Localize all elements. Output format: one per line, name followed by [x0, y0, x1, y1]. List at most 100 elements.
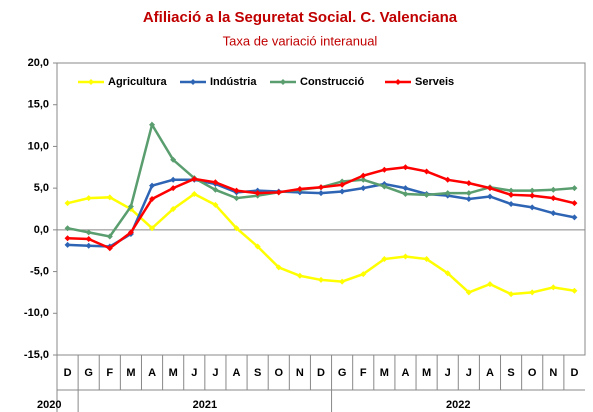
series-marker — [571, 200, 578, 207]
series-marker — [233, 195, 240, 202]
x-tick-label: O — [274, 367, 283, 379]
series-marker — [360, 172, 367, 179]
series-marker — [465, 195, 472, 202]
series-marker — [64, 225, 71, 232]
x-tick-label: O — [528, 367, 537, 379]
series-marker — [339, 278, 346, 285]
series-marker — [233, 187, 240, 194]
series-marker — [191, 175, 198, 182]
series-marker — [381, 183, 388, 190]
x-group-label: 2020 — [37, 399, 61, 411]
x-group-label: 2022 — [446, 399, 470, 411]
series-marker — [571, 214, 578, 221]
x-tick-label: J — [445, 367, 451, 379]
series-marker — [402, 190, 409, 197]
series-marker — [106, 245, 113, 252]
series-marker — [444, 176, 451, 183]
series-marker — [508, 191, 515, 198]
series-marker — [486, 193, 493, 200]
y-tick-label: 0,0 — [34, 224, 49, 236]
x-tick-label: M — [169, 367, 178, 379]
series-marker — [465, 180, 472, 187]
x-tick-label: A — [486, 367, 494, 379]
series-marker — [318, 190, 324, 197]
series-marker — [550, 186, 557, 193]
series-marker — [550, 284, 557, 291]
x-tick-label: N — [549, 367, 557, 379]
series-marker — [85, 229, 92, 236]
x-tick-label: J — [191, 367, 197, 379]
series-marker — [571, 287, 578, 294]
series-marker — [508, 187, 515, 194]
series-marker — [275, 264, 282, 271]
series-marker — [318, 184, 324, 191]
series-marker — [508, 291, 515, 298]
series-marker — [127, 203, 134, 210]
series-marker — [191, 190, 198, 197]
series-marker — [360, 185, 367, 192]
x-tick-label: F — [360, 367, 367, 379]
series-marker — [402, 185, 409, 192]
y-tick-label: -5,0 — [30, 265, 49, 277]
series-marker — [106, 233, 113, 240]
legend-label: Agricultura — [108, 76, 168, 88]
series-marker — [529, 289, 536, 296]
x-tick-label: A — [148, 367, 156, 379]
series-marker — [127, 229, 134, 236]
legend-label: Indústria — [210, 76, 257, 88]
series-marker — [275, 189, 282, 196]
x-tick-label: D — [64, 367, 72, 379]
x-tick-label: G — [338, 367, 347, 379]
x-group-label: 2021 — [193, 399, 217, 411]
series-marker — [571, 185, 578, 192]
series-marker — [423, 168, 430, 175]
series-marker — [529, 187, 536, 194]
series-marker — [402, 253, 409, 260]
x-tick-label: N — [296, 367, 304, 379]
series-marker — [254, 190, 261, 197]
series-marker — [508, 200, 515, 207]
series-marker — [465, 190, 472, 197]
x-tick-label: G — [84, 367, 93, 379]
series-marker — [444, 270, 451, 277]
series-marker — [296, 185, 303, 192]
series-marker — [381, 166, 388, 173]
series-marker — [149, 195, 156, 202]
x-tick-label: M — [422, 367, 431, 379]
series-marker — [465, 289, 472, 296]
series-marker — [318, 276, 324, 283]
series-marker — [529, 192, 536, 199]
series-marker — [444, 190, 451, 197]
series-marker — [486, 185, 493, 192]
series-marker — [254, 243, 261, 250]
series-marker — [550, 195, 557, 202]
series-marker — [212, 179, 219, 186]
series-marker — [149, 225, 156, 232]
x-tick-label: M — [126, 367, 135, 379]
legend-marker — [395, 79, 401, 85]
series-marker — [85, 195, 92, 202]
legend-marker — [190, 79, 196, 85]
series-marker — [106, 194, 113, 201]
series-marker — [529, 204, 536, 211]
series-marker — [170, 206, 177, 212]
y-tick-label: 10,0 — [28, 140, 49, 152]
x-tick-label: M — [380, 367, 389, 379]
series-marker — [212, 186, 219, 193]
x-tick-label: S — [507, 367, 514, 379]
series-marker — [339, 188, 346, 195]
y-tick-label: -15,0 — [24, 349, 49, 361]
series-marker — [212, 201, 219, 208]
series-marker — [550, 210, 557, 217]
series-marker — [85, 242, 92, 249]
x-tick-label: D — [317, 367, 325, 379]
legend-label: Construcció — [300, 76, 364, 88]
series-marker — [64, 235, 71, 242]
series-marker — [360, 176, 367, 183]
x-tick-label: J — [466, 367, 472, 379]
series-marker — [233, 225, 240, 232]
y-tick-label: 15,0 — [28, 99, 49, 111]
chart-subtitle: Taxa de variació interanual — [223, 33, 378, 48]
x-tick-label: A — [233, 367, 241, 379]
